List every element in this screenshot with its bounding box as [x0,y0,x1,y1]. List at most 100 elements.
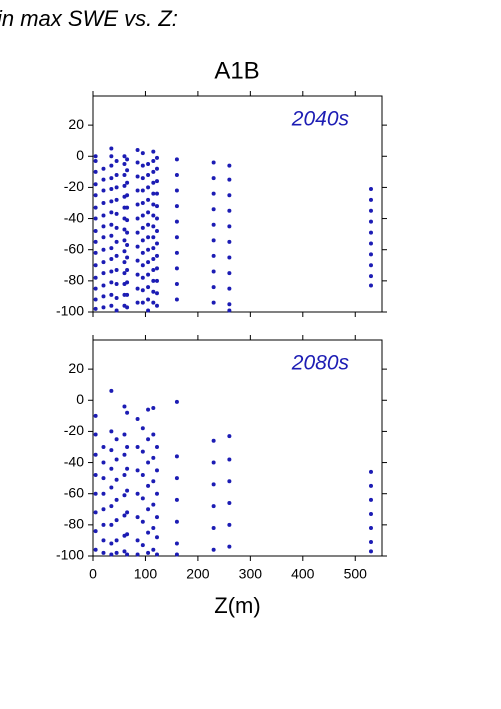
scatter-point [109,246,114,251]
scatter-point [146,285,151,290]
scatter-point [151,191,156,196]
scatter-point [93,432,98,437]
scatter-point [140,250,145,255]
y-tick-label: -40 [64,453,84,469]
scatter-point [135,444,140,449]
scatter-point [174,281,179,286]
scatter-point [122,172,127,177]
figure-header: in max SWE vs. Z: [0,6,178,31]
scatter-point [125,444,130,449]
y-tick-label: -80 [64,272,84,288]
scatter-point [227,177,232,182]
scatter-point [368,525,373,530]
scatter-point [174,204,179,209]
chart-title: A1B [214,57,259,84]
scatter-point [101,188,106,193]
scatter-point [135,230,140,235]
scatter-point [211,238,216,243]
scatter-point [125,488,130,493]
scatter-point [151,257,156,262]
scatter-point [154,253,159,258]
scatter-point [174,519,179,524]
scatter-point [151,547,156,552]
scatter-point [227,239,232,244]
scatter-point [154,166,159,171]
scatter-point [109,388,114,393]
scatter-point [211,222,216,227]
scatter-point [154,303,159,308]
scatter-point [101,305,106,310]
y-tick-label: -80 [64,516,84,532]
scatter-point [109,552,114,557]
scatter-point [211,300,216,305]
scatter-point [114,172,119,177]
scatter-point [227,193,232,198]
scatter-point [146,162,151,167]
scatter-point [211,253,216,258]
scatter-point [211,285,216,290]
scatter-point [211,504,216,509]
scatter-point [125,510,130,515]
scatter-point [154,535,159,540]
scatter-point [140,519,145,524]
scatter-point [146,297,151,302]
scatter-point [122,452,127,457]
scatter-point [146,308,151,313]
y-tick-label: 0 [76,147,84,163]
scatter-point [368,483,373,488]
scatter-point [151,213,156,218]
scatter-point [114,185,119,190]
scatter-point [151,406,156,411]
scatter-point [154,204,159,209]
scatter-point [101,294,106,299]
scatter-point [140,300,145,305]
scatter-point [93,216,98,221]
scatter-point [122,271,127,276]
scatter-point [114,497,119,502]
scatter-point [122,432,127,437]
scatter-point [151,180,156,185]
scatter-point [114,281,119,286]
scatter-point [101,247,106,252]
scatter-point [125,243,130,248]
scatter-point [151,525,156,530]
scatter-point [227,522,232,527]
scatter-point [368,241,373,246]
scatter-point [174,454,179,459]
scatter-point [368,497,373,502]
scatter-point [174,497,179,502]
scatter-point [122,154,127,159]
scatter-point [151,502,156,507]
scatter-point [93,473,98,478]
scatter-point [146,260,151,265]
scatter-point [368,208,373,213]
scatter-point [211,191,216,196]
scatter-point [211,525,216,530]
scatter-point [211,482,216,487]
scatter-point [122,473,127,478]
scatter-point [114,267,119,272]
scatter-point [135,216,140,221]
scatter-point [114,308,119,313]
scatter-point [151,235,156,240]
scatter-point [109,541,114,546]
scatter-point [93,169,98,174]
scatter-point [227,302,232,307]
scatter-point [125,168,130,173]
scatter-point [140,275,145,280]
scatter-point [174,541,179,546]
scatter-point [101,444,106,449]
scatter-point [227,286,232,291]
y-tick-label: -60 [64,484,84,500]
scatter-point [101,200,106,205]
scatter-point [101,166,106,171]
scatter-point [174,157,179,162]
scatter-point [93,263,98,268]
scatter-point [135,491,140,496]
scatter-point [151,149,156,154]
y-tick-label: -60 [64,240,84,256]
scatter-point [154,229,159,234]
scatter-point [101,224,106,229]
scatter-point [227,501,232,506]
scatter-point [151,169,156,174]
